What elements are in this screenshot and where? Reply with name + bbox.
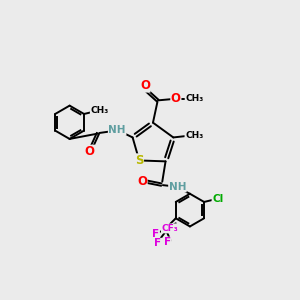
Text: NH: NH	[169, 182, 186, 192]
Text: O: O	[137, 175, 147, 188]
Text: CH₃: CH₃	[185, 131, 203, 140]
Text: S: S	[135, 154, 143, 167]
Text: O: O	[171, 92, 181, 105]
Text: NH: NH	[108, 125, 126, 135]
Text: CH₃: CH₃	[185, 94, 203, 103]
Text: Cl: Cl	[212, 194, 224, 204]
Text: F: F	[154, 238, 161, 248]
Text: O: O	[140, 79, 150, 92]
Text: CH₃: CH₃	[90, 106, 109, 116]
Text: F: F	[152, 229, 159, 239]
Text: O: O	[85, 145, 95, 158]
Text: CF₃: CF₃	[161, 224, 178, 233]
Text: F: F	[164, 237, 171, 247]
